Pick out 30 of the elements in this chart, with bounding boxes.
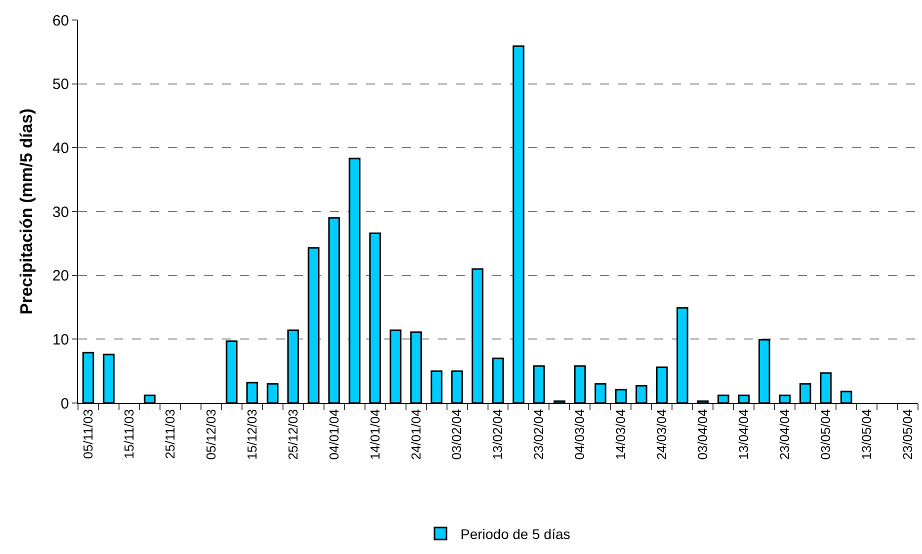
x-tick-label: 03/04/04 xyxy=(695,409,710,460)
x-tick-label: 05/12/03 xyxy=(203,409,218,460)
y-axis-title: Precipitación (mm/5 días) xyxy=(16,108,36,314)
y-tick-label: 40 xyxy=(52,140,69,157)
x-tick-label: 04/01/04 xyxy=(326,409,342,460)
x-tick-label: 03/02/04 xyxy=(449,409,464,460)
y-tick-label: 0 xyxy=(60,395,69,412)
x-tick-label: 03/05/04 xyxy=(818,409,834,460)
legend-label: Periodo de 5 días xyxy=(460,526,570,542)
x-tick-label: 24/03/04 xyxy=(654,409,670,460)
x-tick-label: 25/11/03 xyxy=(162,409,178,459)
y-tick-label: 10 xyxy=(52,331,69,348)
x-tick-label: 14/03/04 xyxy=(613,409,628,460)
x-tick-label: 24/01/04 xyxy=(408,409,424,460)
x-tick-label: 25/12/03 xyxy=(285,409,300,460)
x-tick-label: 05/11/03 xyxy=(80,409,96,459)
x-tick-label: 23/05/04 xyxy=(900,409,915,460)
x-tick-label: 04/03/04 xyxy=(572,409,588,460)
x-tick-label: 13/05/04 xyxy=(859,409,874,460)
y-tick-label: 50 xyxy=(52,76,69,94)
x-tick-label: 23/02/04 xyxy=(531,409,546,460)
x-tick-label: 14/01/04 xyxy=(367,409,382,460)
x-tick-label: 15/12/03 xyxy=(244,409,260,460)
x-tick-label: 13/04/04 xyxy=(736,409,752,460)
x-tick-label: 23/04/04 xyxy=(777,409,792,460)
y-tick-label: 20 xyxy=(52,268,69,285)
y-tick-label: 60 xyxy=(52,12,69,30)
y-tick-label: 30 xyxy=(52,204,69,221)
x-tick-label: 13/02/04 xyxy=(490,409,506,460)
x-tick-label: 15/11/03 xyxy=(121,409,136,459)
